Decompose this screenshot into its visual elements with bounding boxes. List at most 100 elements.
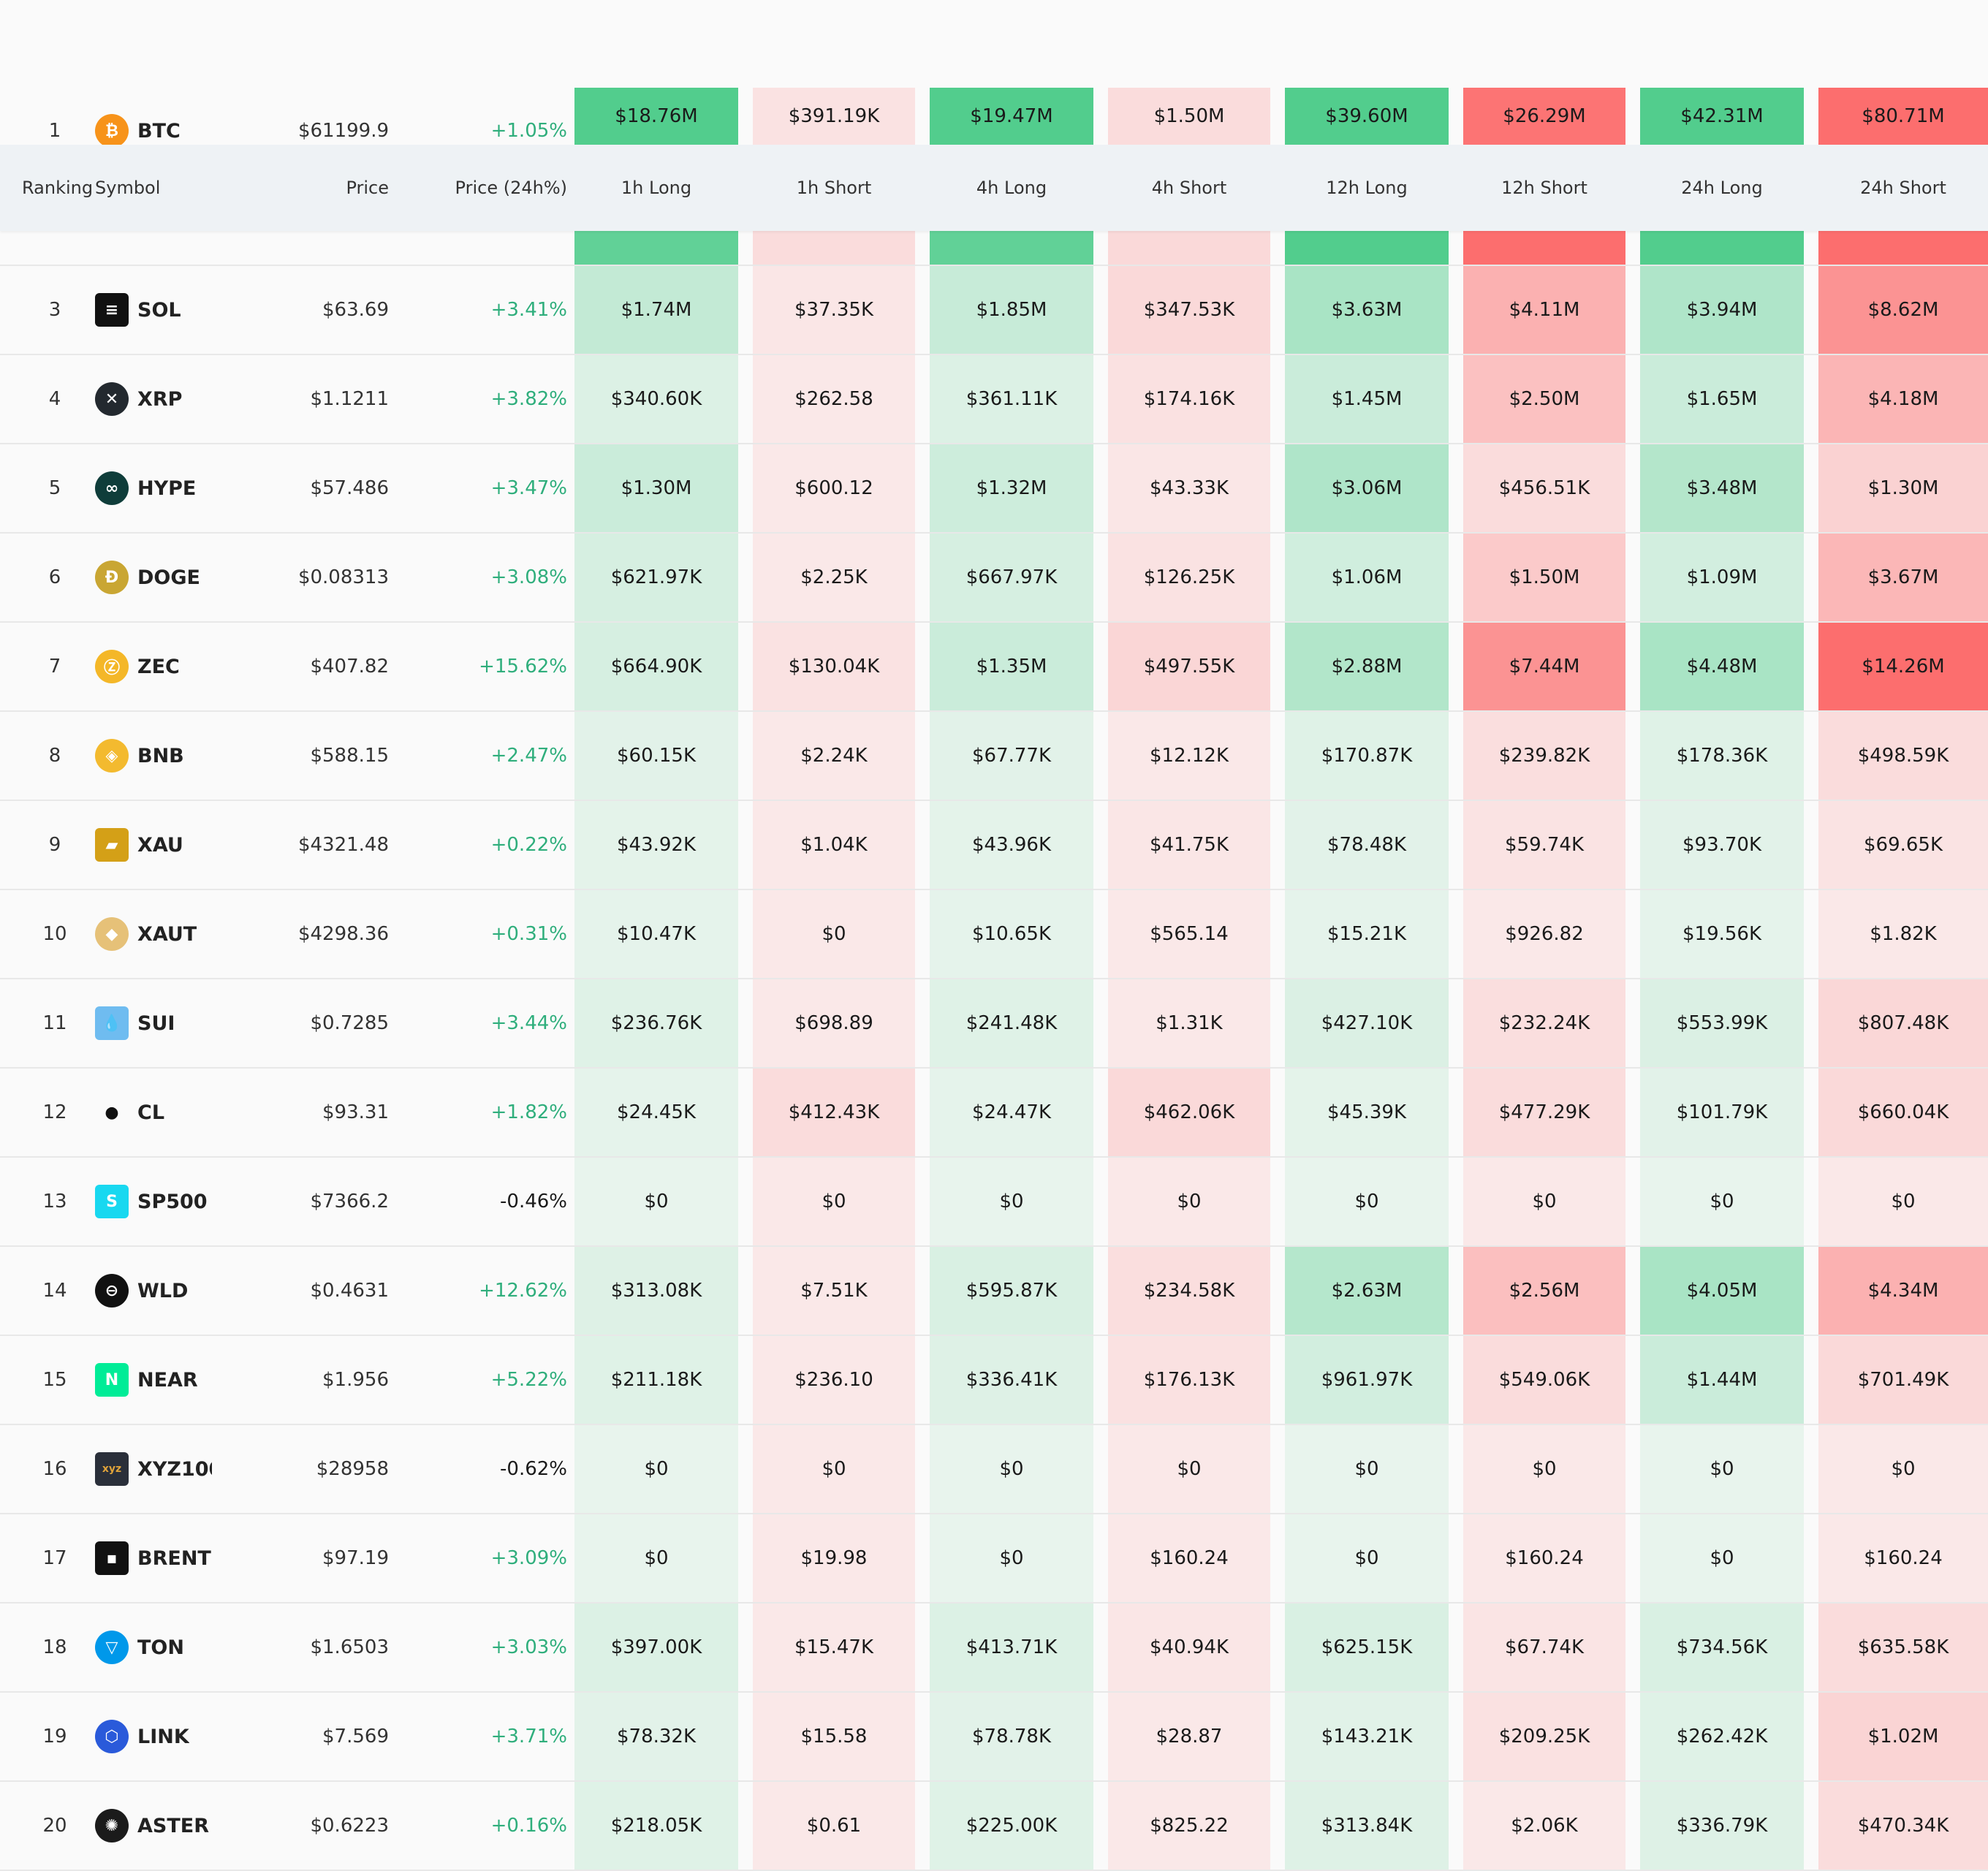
cell-1h-long: $0: [574, 1425, 738, 1513]
table-row[interactable]: 9 ▰ XAU $4321.48 +0.22% $43.92K $1.04K $43.96K $…: [0, 801, 1988, 890]
col-24h-short-header[interactable]: 24h Short: [1860, 178, 1946, 198]
table-row[interactable]: 4 ✕ XRP $1.1211 +3.82% $340.60K $262.58 $361.11…: [0, 355, 1988, 444]
symbol-cell[interactable]: Ⓩ ZEC: [95, 623, 212, 710]
col-24h-long-header[interactable]: 24h Long: [1681, 178, 1763, 198]
symbol-cell[interactable]: xyz XYZ100: [95, 1425, 212, 1513]
col-12h-long-header[interactable]: 12h Long: [1326, 178, 1408, 198]
table-row[interactable]: 8 ◈ BNB $588.15 +2.47% $60.15K $2.24K $67.77K $1…: [0, 712, 1988, 801]
symbol-cell[interactable]: ◆ XAUT: [95, 890, 212, 978]
col-ranking-header[interactable]: Ranking: [22, 178, 94, 198]
cell-24h-short: $0: [1818, 1425, 1988, 1513]
cell-1h-long: [574, 231, 738, 265]
col-symbol-header[interactable]: Symbol: [95, 178, 161, 198]
symbol-cell[interactable]: ⊖ WLD: [95, 1247, 212, 1335]
symbol-cell[interactable]: ⬡ LINK: [95, 1693, 212, 1780]
symbol-cell[interactable]: ✺ ASTER: [95, 1782, 212, 1870]
change-cell: +3.82%: [490, 388, 567, 410]
table-row[interactable]: 6 Ð DOGE $0.08313 +3.08% $621.97K $2.25K $667.9…: [0, 534, 1988, 623]
symbol-cell[interactable]: Ð DOGE: [95, 534, 212, 621]
table-row[interactable]: 1 ₿ BTC $61199.9 +1.05% $18.76M $391.19K $19.47…: [0, 0, 1988, 148]
symbol-cell[interactable]: ∞ HYPE: [95, 444, 212, 532]
cell-1h-short: $1.04K: [753, 801, 915, 889]
cell-4h-short: $1.50M: [1108, 88, 1270, 145]
cell-1h-long: $10.47K: [574, 890, 738, 978]
table-row[interactable]: 20 ✺ ASTER $0.6223 +0.16% $218.05K $0.61 $225.0…: [0, 1782, 1988, 1871]
cell-24h-short: $660.04K: [1818, 1069, 1988, 1156]
table-row[interactable]: 18 ▽ TON $1.6503 +3.03% $397.00K $15.47K $413.7…: [0, 1604, 1988, 1693]
cell-1h-long: $236.76K: [574, 979, 738, 1067]
symbol-cell[interactable]: ● CL: [95, 1069, 212, 1156]
rank-cell: 7: [48, 656, 61, 678]
cell-4h-short: $12.12K: [1108, 712, 1270, 800]
col-12h-short-header[interactable]: 12h Short: [1501, 178, 1587, 198]
table-row[interactable]: 5 ∞ HYPE $57.486 +3.47% $1.30M $600.12 $1.32M $4…: [0, 444, 1988, 534]
symbol-cell[interactable]: N NEAR: [95, 1336, 212, 1424]
cell-12h-short: $0: [1463, 1158, 1625, 1245]
cell-12h-long: [1285, 231, 1449, 265]
table-row[interactable]: 11 💧 SUI $0.7285 +3.44% $236.76K $698.89 $241.4…: [0, 979, 1988, 1069]
price-cell: $0.08313: [297, 566, 389, 588]
cell-4h-short: $347.53K: [1108, 266, 1270, 354]
cell-12h-short: $2.56M: [1463, 1247, 1625, 1335]
cell-12h-long: $0: [1285, 1425, 1449, 1513]
price-cell: $7366.2: [310, 1191, 389, 1212]
table-row[interactable]: 16xyzXYZ100$28958-0.62%$0$0$0$0$0$0$0$0: [0, 1425, 1988, 1514]
symbol-cell[interactable]: ▽ TON: [95, 1604, 212, 1691]
col-4h-short-header[interactable]: 4h Short: [1151, 178, 1227, 198]
cell-24h-short: $807.48K: [1818, 979, 1988, 1067]
cell-1h-long: $218.05K: [574, 1782, 738, 1870]
col-4h-long-header[interactable]: 4h Long: [976, 178, 1047, 198]
change-cell: +0.16%: [490, 1815, 567, 1837]
table-row[interactable]: 15 N NEAR $1.956 +5.22% $211.18K $236.10 $336.4…: [0, 1336, 1988, 1425]
cell-1h-long: $18.76M: [574, 88, 738, 145]
symbol-cell[interactable]: S SP500: [95, 1158, 212, 1245]
ton-icon: ▽: [95, 1631, 129, 1664]
table-row[interactable]: 17▪BRENTOIL$97.19+3.09%$0$19.98$0$160.24…: [0, 1514, 1988, 1604]
rank-cell: 11: [42, 1012, 67, 1034]
symbol-cell[interactable]: ₿ BTC: [95, 88, 212, 174]
table-row[interactable]: 14 ⊖ WLD $0.4631 +12.62% $313.08K $7.51K $595.8…: [0, 1247, 1988, 1336]
cell-1h-long: $1.30M: [574, 444, 738, 532]
cell-24h-long: $93.70K: [1640, 801, 1804, 889]
table-row[interactable]: 7 Ⓩ ZEC $407.82 +15.62% $664.90K $130.04K $1.35…: [0, 623, 1988, 712]
symbol-cell[interactable]: ▰ XAU: [95, 801, 212, 889]
cell-4h-long: $10.65K: [930, 890, 1093, 978]
col-change-header[interactable]: Price (24h%): [455, 178, 567, 198]
symbol-cell[interactable]: ▪ BRENTOIL: [95, 1514, 212, 1602]
table-row[interactable]: 10 ◆ XAUT $4298.36 +0.31% $10.47K $0 $10.65K $56…: [0, 890, 1988, 979]
table-row[interactable]: 3 ≡ SOL $63.69 +3.41% $1.74M $37.35K $1.85M $347…: [0, 266, 1988, 355]
cell-1h-long: $340.60K: [574, 355, 738, 443]
symbol-label: TON: [137, 1636, 184, 1659]
col-1h-short-header[interactable]: 1h Short: [796, 178, 872, 198]
cell-1h-short: $412.43K: [753, 1069, 915, 1156]
table-row[interactable]: 12 ● CL $93.31 +1.82% $24.45K $412.43K $24.47K $…: [0, 1069, 1988, 1158]
cell-4h-long: $595.87K: [930, 1247, 1093, 1335]
table-header: Ranking Symbol Price Price (24h%) 1h Lon…: [0, 145, 1988, 231]
cell-24h-short: [1818, 231, 1988, 265]
cell-4h-long: $413.71K: [930, 1604, 1093, 1691]
symbol-cell[interactable]: ✕ XRP: [95, 355, 212, 443]
symbol-cell[interactable]: ≡ SOL: [95, 266, 212, 354]
cell-1h-short: $2.25K: [753, 534, 915, 621]
change-cell: +1.82%: [490, 1101, 567, 1123]
table-row[interactable]: 19 ⬡ LINK $7.569 +3.71% $78.32K $15.58 $78.78K $…: [0, 1693, 1988, 1782]
cell-1h-long: $43.92K: [574, 801, 738, 889]
cell-12h-long: $143.21K: [1285, 1693, 1449, 1780]
col-price-header[interactable]: Price: [346, 178, 389, 198]
cell-1h-long: $621.97K: [574, 534, 738, 621]
cell-24h-short: $3.67M: [1818, 534, 1988, 621]
symbol-cell[interactable]: ◈ BNB: [95, 712, 212, 800]
col-1h-long-header[interactable]: 1h Long: [621, 178, 692, 198]
table-row[interactable]: 13 S SP500 $7366.2 -0.46% $0 $0 $0 $0 $0 $0 $0 $0: [0, 1158, 1988, 1247]
cell-4h-short: $462.06K: [1108, 1069, 1270, 1156]
cell-1h-short: $19.98: [753, 1514, 915, 1602]
price-cell: $1.1211: [310, 388, 389, 410]
cell-4h-short: $565.14: [1108, 890, 1270, 978]
bitcoin-icon: ₿: [95, 114, 129, 148]
sp500-icon: S: [95, 1185, 129, 1218]
cell-24h-short: $4.34M: [1818, 1247, 1988, 1335]
symbol-label: ASTER: [137, 1814, 209, 1837]
cell-12h-long: $78.48K: [1285, 801, 1449, 889]
cell-12h-short: $26.29M: [1463, 88, 1625, 145]
symbol-cell[interactable]: 💧 SUI: [95, 979, 212, 1067]
